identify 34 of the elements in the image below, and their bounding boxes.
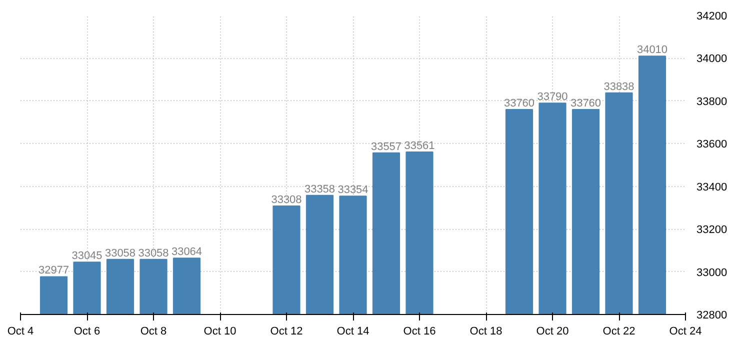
y-tick-label: 32800 (696, 310, 728, 322)
x-tick-label: Oct 20 (536, 326, 569, 338)
y-tick-label: 33400 (696, 181, 728, 194)
y-tick-label: 33200 (696, 224, 728, 236)
y-tick-label: 33600 (696, 138, 728, 151)
data-label: 33045 (72, 250, 102, 262)
data-label: 33790 (537, 91, 568, 104)
x-tick-label: Oct 24 (669, 326, 702, 338)
x-tick-label: Oct 14 (336, 326, 370, 338)
data-label: 33064 (171, 246, 202, 258)
data-label: 34010 (636, 44, 668, 56)
data-label: 33760 (504, 97, 535, 110)
data-label: 33838 (604, 80, 634, 93)
x-tick-label: Oct 8 (140, 326, 167, 338)
data-label: 33058 (104, 247, 136, 260)
data-label: 32977 (38, 264, 70, 277)
data-label: 33557 (370, 140, 402, 153)
data-label: 33308 (271, 194, 302, 206)
x-tick-label: Oct 16 (403, 326, 436, 338)
y-tick-label: 33800 (696, 96, 728, 108)
data-label: 33358 (304, 183, 336, 196)
x-tick-label: Oct 12 (270, 326, 303, 338)
data-label: 33354 (338, 184, 368, 196)
data-label: 33760 (570, 97, 602, 110)
data-label: 33058 (138, 247, 169, 260)
y-tick-label: 34200 (696, 10, 728, 22)
data-label: 33561 (404, 140, 435, 152)
y-tick-label: 34000 (696, 53, 728, 66)
x-tick-label: Oct 6 (74, 326, 100, 338)
x-tick-label: Oct 10 (204, 326, 236, 338)
x-tick-label: Oct 18 (470, 326, 502, 338)
x-tick-label: Oct 22 (602, 326, 636, 338)
y-tick-label: 33000 (696, 266, 728, 279)
x-tick-label: Oct 4 (7, 326, 34, 338)
